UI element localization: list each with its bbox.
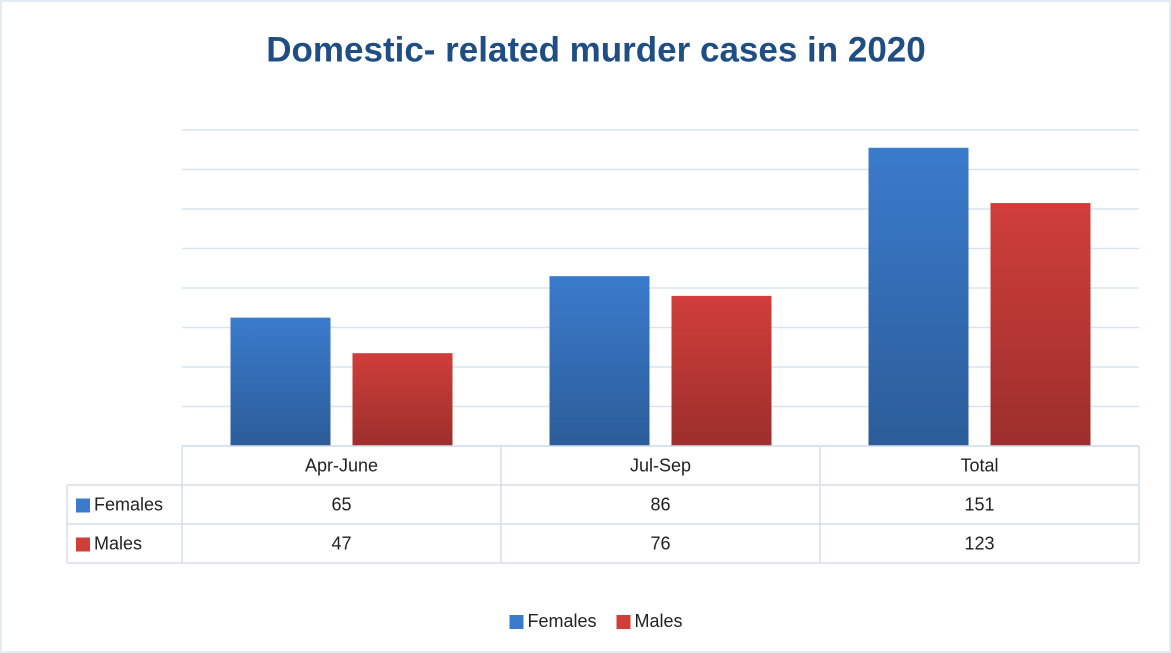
bar-shade <box>230 317 331 446</box>
table-value: 123 <box>964 533 994 553</box>
legend-label: Females <box>527 611 596 631</box>
bar-shade <box>549 276 650 446</box>
legend-label: Males <box>635 611 683 631</box>
table-value: 151 <box>964 494 994 514</box>
table-value: 76 <box>650 533 670 553</box>
bar-shade <box>671 295 772 446</box>
table-legend-swatch <box>76 537 90 552</box>
table-row-label: Females <box>94 494 163 514</box>
legend: Females Males <box>509 611 683 631</box>
table-legend-swatch <box>76 498 90 513</box>
table-row-label: Males <box>94 533 142 553</box>
bar-shade <box>352 353 453 446</box>
bar-shade <box>990 203 1091 446</box>
table-value: 86 <box>650 494 670 514</box>
chart-title: Domestic- related murder cases in 2020 <box>266 30 925 69</box>
x-tick-label: Apr-June <box>305 455 378 475</box>
table-value: 47 <box>331 533 351 553</box>
x-tick-label: Total <box>960 455 998 475</box>
bar-shade <box>868 147 969 446</box>
x-tick-label: Jul-Sep <box>630 455 691 475</box>
table-value: 65 <box>331 494 351 514</box>
legend-swatch <box>616 615 631 629</box>
legend-swatch <box>509 615 524 629</box>
